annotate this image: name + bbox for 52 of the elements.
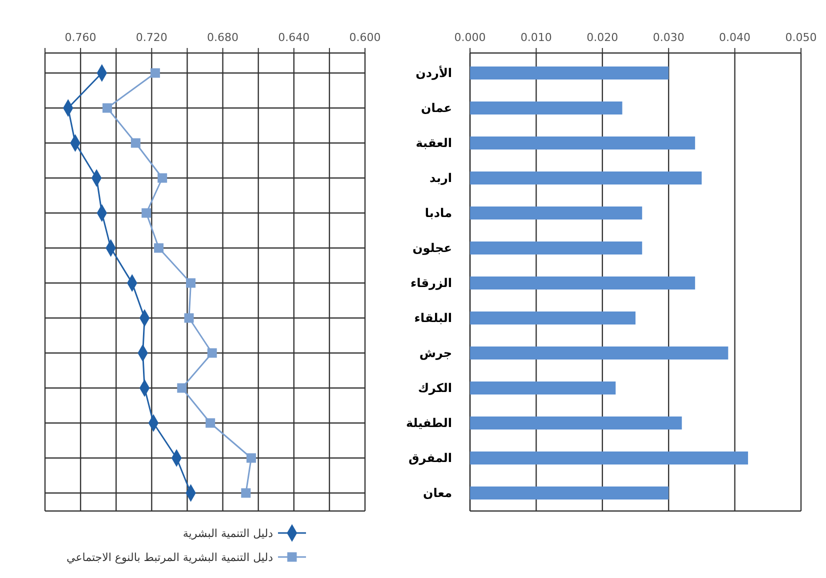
- y-tick-label: عمان: [421, 101, 452, 115]
- y-tick-label: اربد: [430, 171, 452, 185]
- bar: [470, 136, 696, 150]
- point: [154, 243, 164, 253]
- point: [184, 313, 194, 323]
- x-tick-label: 0.720: [136, 31, 168, 44]
- bar: [470, 276, 696, 290]
- bar: [470, 486, 669, 500]
- x-tick-label: 0.010: [520, 31, 552, 44]
- bar: [470, 312, 636, 324]
- y-tick-label: عجلون: [412, 241, 452, 255]
- point: [150, 68, 160, 78]
- y-tick-label: الزرقاء: [410, 276, 452, 290]
- bar: [470, 102, 622, 114]
- x-tick-label: 0.020: [586, 31, 618, 44]
- bar: [470, 242, 642, 254]
- point: [207, 348, 217, 358]
- bar: [470, 382, 616, 394]
- x-tick-label: 0.030: [652, 31, 684, 44]
- y-tick-label: المفرق: [408, 451, 452, 465]
- legend-label: دليل التنمية البشرية المرتبط بالنوع الاجتماعي: [66, 551, 274, 564]
- x-tick-label: 0.040: [719, 31, 751, 44]
- y-tick-label: جرش: [419, 346, 452, 360]
- legend-label: دليل التنمية البشرية: [182, 527, 274, 540]
- bar: [470, 416, 682, 430]
- x-tick-label: 0.640: [278, 31, 310, 44]
- point: [206, 418, 216, 428]
- y-tick-label: الطفيلة: [406, 416, 452, 430]
- bar: [470, 346, 728, 360]
- point: [130, 138, 140, 148]
- x-tick-label: 0.680: [207, 31, 239, 44]
- point: [102, 103, 112, 113]
- y-tick-label: الأردن: [416, 65, 452, 80]
- bar: [470, 452, 748, 464]
- y-tick-label: العقبة: [416, 136, 452, 150]
- point: [241, 488, 251, 498]
- y-tick-label: معان: [423, 486, 452, 500]
- x-tick-label: 0.600: [349, 31, 381, 44]
- bar: [470, 206, 642, 220]
- x-tick-label: 0.760: [64, 31, 96, 44]
- bar: [470, 172, 702, 184]
- point: [186, 278, 196, 288]
- point: [158, 173, 168, 183]
- x-tick-label: 0.000: [454, 31, 486, 44]
- x-tick-label: 0.050: [785, 31, 817, 44]
- point: [177, 383, 187, 393]
- bar: [470, 66, 669, 80]
- point: [142, 208, 152, 218]
- y-tick-label: الكرك: [418, 381, 452, 395]
- y-tick-label: مادبا: [424, 206, 452, 220]
- point: [246, 453, 256, 463]
- y-tick-label: البلقاء: [414, 311, 452, 325]
